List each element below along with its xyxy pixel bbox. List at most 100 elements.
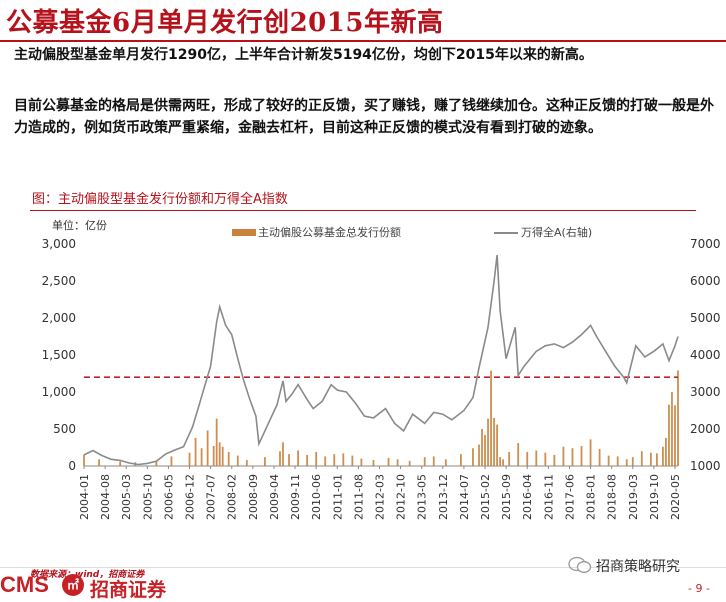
title-rule [0, 40, 726, 42]
legend-bar-label: 主动偏股公募基金总发行份额 [258, 226, 401, 239]
page-title: 公募基金6月单月发行创2015年新高 [6, 8, 444, 38]
logo-seal-icon: ㎡ [62, 574, 84, 596]
issuance-bar [562, 446, 565, 466]
issuance-bar [324, 456, 327, 466]
issuance-bar [342, 453, 345, 466]
x-tick-label: 2014-07 [458, 474, 471, 520]
page-number: - 9 - [688, 582, 710, 595]
issuance-bar [188, 452, 191, 466]
issuance-bar [408, 460, 411, 466]
y-tick-label-right: 6000 [690, 274, 721, 288]
issuance-bar [288, 454, 290, 466]
issuance-bar [170, 456, 173, 466]
y-tick-label-right: 1000 [690, 459, 721, 473]
y-tick-label-right: 5000 [690, 311, 721, 325]
issuance-bar [333, 454, 336, 466]
issuance-bar [502, 459, 505, 466]
x-tick-label: 2016-11 [542, 474, 555, 520]
issuance-bar [484, 434, 486, 466]
issuance-bar [517, 443, 520, 466]
issuance-bar [215, 418, 218, 466]
issuance-bar [674, 405, 676, 466]
x-tick-label: 2005-10 [141, 474, 154, 520]
issuance-bar [472, 448, 474, 466]
issuance-bar [649, 452, 652, 466]
x-tick-label: 2016-04 [521, 474, 534, 520]
wechat-account-name: 招商策略研究 [596, 559, 680, 575]
issuance-bar [553, 454, 556, 466]
y-tick-label-left: 1,500 [42, 348, 76, 362]
issuance-bar [499, 457, 502, 466]
legend-bar-swatch [232, 229, 256, 236]
x-tick-label: 2008-09 [247, 474, 260, 520]
issuance-bar [351, 455, 354, 466]
footer-rule [0, 567, 726, 568]
x-tick-label: 2012-10 [395, 474, 408, 520]
issuance-bar [218, 442, 221, 466]
x-tick-label: 2020-05 [669, 474, 682, 520]
issuance-bar [598, 448, 601, 466]
issuance-bar [432, 456, 435, 466]
issuance-bar [372, 460, 375, 466]
chart-title-rule [30, 210, 696, 211]
chart-title: 图：主动偏股型基金发行份额和万得全A指数 [32, 192, 288, 207]
issuance-bar [444, 459, 447, 466]
issuance-bar [83, 454, 85, 466]
y-tick-label-right: 4000 [690, 348, 721, 362]
x-tick-label: 2011-08 [352, 474, 365, 520]
issuance-bar [526, 451, 529, 466]
issuance-bar [544, 452, 547, 466]
issuance-bar [396, 459, 399, 466]
y-tick-label-right: 3000 [690, 385, 721, 399]
y-tick-label-left: 2,000 [42, 311, 76, 325]
issuance-bar [493, 417, 495, 466]
issuance-bar [677, 370, 679, 466]
issuance-bar [227, 451, 230, 466]
issuance-bar [535, 450, 538, 466]
logo-chinese: 招商证券 [90, 579, 167, 601]
issuance-bar [264, 457, 266, 466]
y-tick-label-left: 0 [68, 459, 76, 473]
x-tick-label: 2006-12 [184, 474, 197, 520]
x-tick-label: 2018-01 [585, 474, 598, 520]
legend-line-label: 万得全A(右轴) [521, 226, 593, 239]
x-tick-label: 2015-09 [500, 474, 513, 520]
wind-a-index-line [83, 255, 679, 466]
x-tick-label: 2018-08 [606, 474, 619, 520]
issuance-bar [625, 459, 628, 466]
x-tick-label: 2013-05 [416, 474, 429, 520]
x-tick-label: 2013-12 [437, 474, 450, 520]
x-tick-label: 2015-02 [479, 474, 492, 520]
issuance-bar [607, 455, 610, 466]
issuance-bar [589, 439, 592, 466]
wechat-icon [568, 556, 592, 573]
issuance-bar [206, 430, 209, 466]
x-tick-label: 2007-07 [205, 474, 218, 520]
issuance-bar [155, 460, 158, 466]
issuance-bar [671, 392, 673, 466]
legend-line-swatch [494, 232, 518, 234]
issuance-bar [481, 429, 483, 466]
issuance-bar [616, 456, 619, 466]
issuance-bar [200, 448, 203, 466]
x-tick-label: 2012-03 [373, 474, 386, 520]
x-tick-label: 2006-05 [162, 474, 175, 520]
issuance-bar [236, 455, 239, 466]
issuance-bar [487, 418, 489, 466]
x-tick-label: 2010-06 [310, 474, 323, 520]
x-tick-label: 2008-02 [226, 474, 239, 520]
issuance-bar [119, 461, 122, 466]
issuance-bar [668, 404, 670, 466]
issuance-bar [212, 446, 215, 466]
x-tick-label: 2011-01 [331, 474, 344, 520]
issuance-bar [221, 446, 224, 466]
issuance-bar [655, 453, 658, 466]
issuance-bar [640, 451, 643, 466]
issuance-bar [423, 457, 426, 466]
issuance-bar [571, 448, 574, 466]
issuance-bar [306, 454, 309, 466]
unit-label: 单位：亿份 [52, 219, 107, 232]
issuance-bar [508, 451, 511, 466]
issuance-bar [580, 446, 583, 466]
